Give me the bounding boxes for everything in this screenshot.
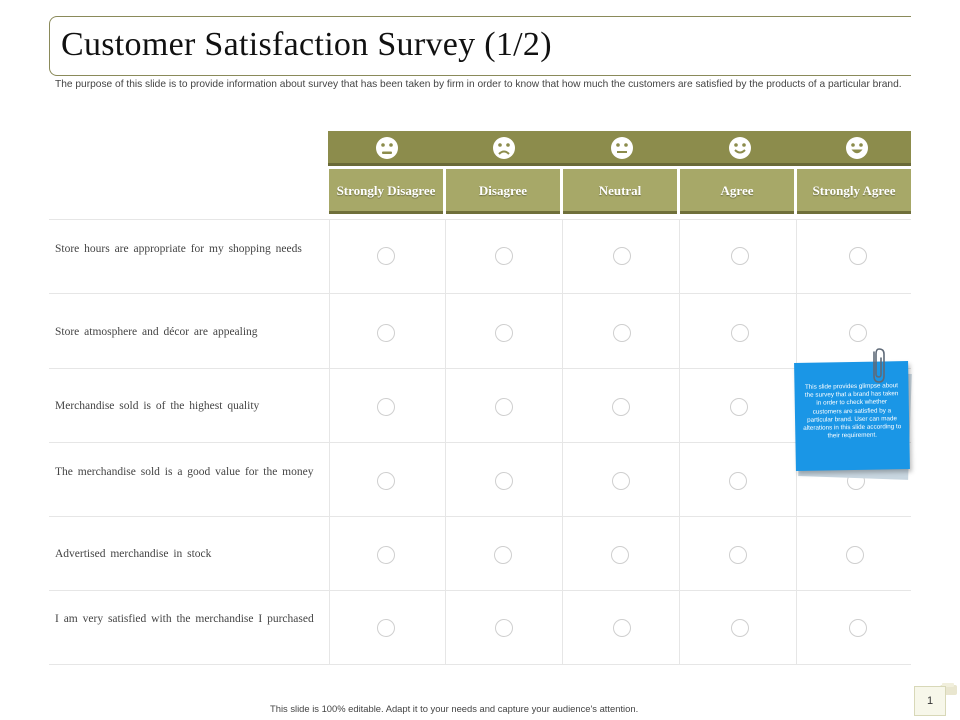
grid-line [49, 664, 911, 665]
radio-q1-agree[interactable] [731, 247, 749, 265]
radio-q3-neutral[interactable] [612, 398, 630, 416]
radio-q5-neutral[interactable] [611, 546, 629, 564]
radio-q2-neutral[interactable] [613, 324, 631, 342]
slide-title: Customer Satisfaction Survey (1/2) [61, 26, 552, 63]
neutral-face-icon [611, 137, 633, 159]
radio-q5-disagree[interactable] [494, 546, 512, 564]
radio-q4-strongly-disagree[interactable] [377, 472, 395, 490]
question-6: I am very satisfied with the merchandise… [55, 613, 314, 625]
radio-q4-agree[interactable] [729, 472, 747, 490]
grid-line [49, 368, 911, 369]
radio-q2-strongly-disagree[interactable] [377, 324, 395, 342]
header-agree: Agree [680, 169, 794, 214]
grid-line [49, 442, 911, 443]
grid-line [49, 219, 911, 220]
title-frame [49, 16, 911, 76]
radio-q1-strongly-disagree[interactable] [377, 247, 395, 265]
radio-q3-agree[interactable] [730, 398, 748, 416]
question-1: Store hours are appropriate for my shopp… [55, 243, 302, 255]
header-strongly-agree: Strongly Agree [797, 169, 911, 214]
question-3: Merchandise sold is of the highest quali… [55, 400, 260, 412]
radio-q4-neutral[interactable] [612, 472, 630, 490]
emoji-band [328, 131, 911, 166]
radio-q6-neutral[interactable] [613, 619, 631, 637]
radio-q5-strongly-disagree[interactable] [377, 546, 395, 564]
radio-q1-disagree[interactable] [495, 247, 513, 265]
very-happy-face-icon [846, 137, 868, 159]
radio-q5-strongly-agree[interactable] [846, 546, 864, 564]
grid-line [49, 293, 911, 294]
radio-q6-strongly-disagree[interactable] [377, 619, 395, 637]
radio-q6-strongly-agree[interactable] [849, 619, 867, 637]
question-4: The merchandise sold is a good value for… [55, 466, 314, 478]
radio-q1-neutral[interactable] [613, 247, 631, 265]
grid-line [49, 516, 911, 517]
radio-q2-agree[interactable] [731, 324, 749, 342]
slide-subtitle: The purpose of this slide is to provide … [55, 79, 902, 90]
happy-face-icon [729, 137, 751, 159]
radio-q6-agree[interactable] [731, 619, 749, 637]
header-disagree: Disagree [446, 169, 560, 214]
grid-line [329, 219, 330, 665]
header-neutral: Neutral [563, 169, 677, 214]
header-strongly-disagree: Strongly Disagree [329, 169, 443, 214]
grid-line [562, 219, 563, 665]
radio-q3-disagree[interactable] [495, 398, 513, 416]
grid-line [445, 219, 446, 665]
radio-q1-strongly-agree[interactable] [849, 247, 867, 265]
page-number: 1 [914, 686, 946, 716]
radio-q5-agree[interactable] [729, 546, 747, 564]
sad-face-icon [493, 137, 515, 159]
footer-text: This slide is 100% editable. Adapt it to… [270, 703, 639, 714]
question-5: Advertised merchandise in stock [55, 548, 212, 560]
sticky-note: This slide provides glimpse about the su… [794, 361, 910, 471]
paperclip-icon [873, 348, 885, 383]
radio-q4-disagree[interactable] [495, 472, 513, 490]
grid-line [679, 219, 680, 665]
question-2: Store atmosphere and décor are appealing [55, 326, 258, 338]
grid-line [49, 590, 911, 591]
radio-q6-disagree[interactable] [495, 619, 513, 637]
radio-q2-disagree[interactable] [495, 324, 513, 342]
radio-q3-strongly-disagree[interactable] [377, 398, 395, 416]
very-sad-face-icon [376, 137, 398, 159]
radio-q2-strongly-agree[interactable] [849, 324, 867, 342]
